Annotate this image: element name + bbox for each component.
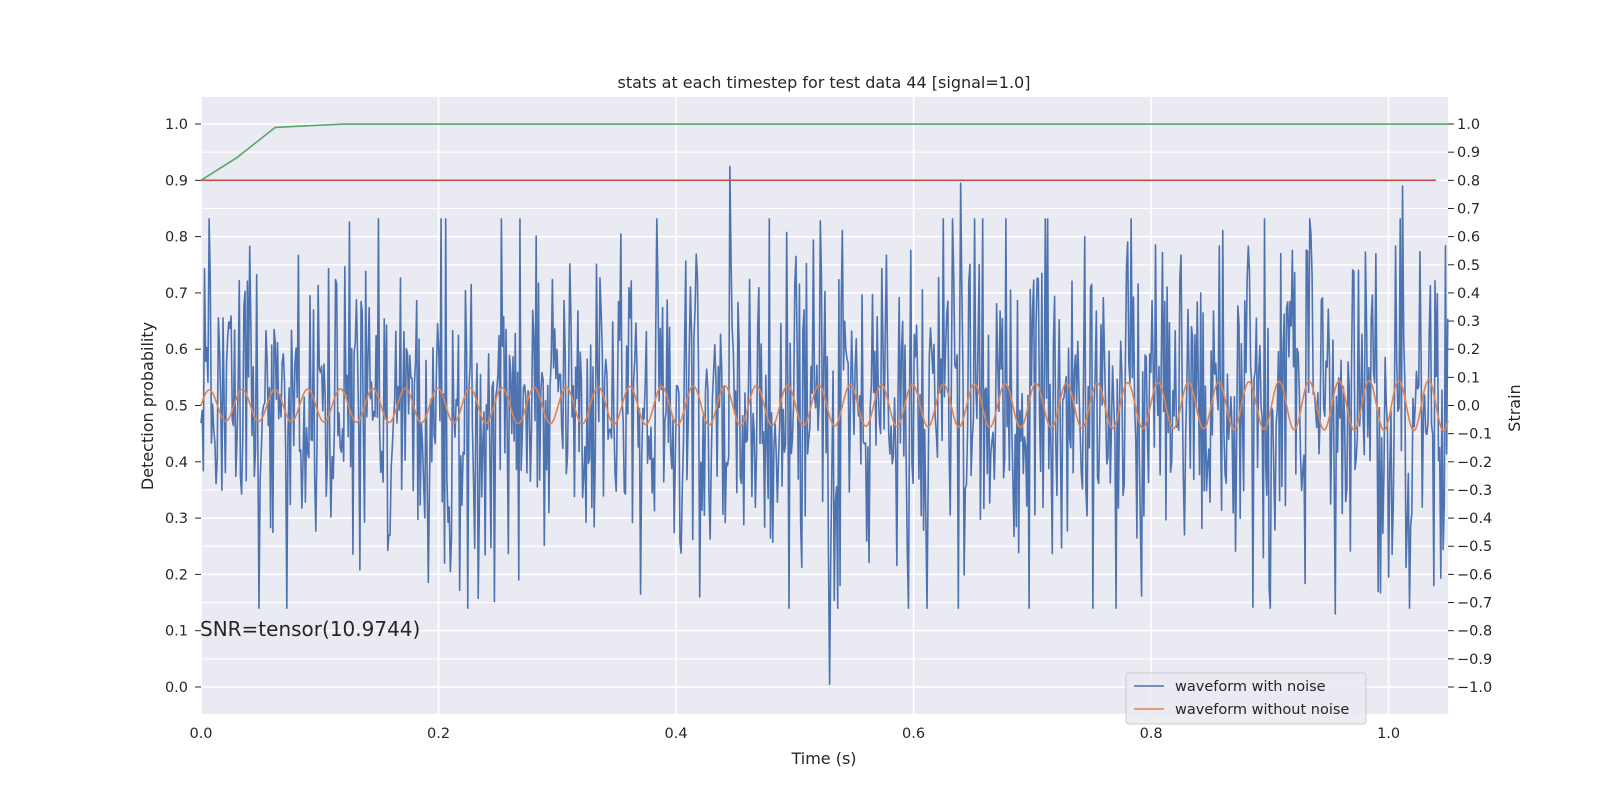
y-tick-label: 0.4	[165, 455, 188, 471]
snr-annotation: SNR=tensor(10.9744)	[200, 617, 420, 641]
y-right-tick-label: −0.2	[1457, 455, 1492, 471]
x-tick-label: 0.0	[189, 726, 212, 742]
y-tick-label: 0.0	[165, 680, 188, 696]
y-right-tick-label: 0.1	[1457, 370, 1480, 386]
y-tick-label: 0.1	[165, 624, 188, 640]
y-tick-label: 1.0	[165, 117, 188, 133]
x-tick-label: 0.8	[1140, 726, 1163, 742]
legend-label-waveform-without-noise: waveform without noise	[1175, 702, 1349, 718]
y-right-tick-label: −0.7	[1457, 596, 1492, 612]
y-tick-label: 0.2	[165, 567, 188, 583]
y-tick-label: 0.8	[165, 230, 188, 246]
x-tick-label: 1.0	[1377, 726, 1400, 742]
legend-label-waveform-with-noise: waveform with noise	[1175, 679, 1326, 695]
legend-box	[1125, 672, 1367, 725]
x-tick-label: 0.4	[665, 726, 688, 742]
y-right-tick-label: 0.5	[1457, 258, 1480, 274]
y-right-tick-label: 0.3	[1457, 314, 1480, 330]
waveform-with-noise-line	[200, 165, 1449, 685]
x-tick-label: 0.6	[902, 726, 925, 742]
y-right-tick-label: −0.5	[1457, 539, 1492, 555]
legend: waveform with noise waveform without noi…	[1125, 672, 1367, 725]
waveform-without-noise-line	[200, 379, 1449, 432]
right-y-axis-label: Strain	[1505, 384, 1524, 431]
y-right-tick-label: 0.0	[1457, 399, 1480, 415]
y-tick-label: 0.6	[165, 342, 188, 358]
x-tick-label: 0.2	[427, 726, 450, 742]
left-axis: 0.0 0.1 0.2 0.3 0.4 0.5 0.6 0.7 0.8 0.9 1.0	[165, 117, 201, 696]
y-right-tick-label: 1.0	[1457, 117, 1480, 133]
y-tick-label: 0.7	[165, 286, 188, 302]
y-right-tick-label: 0.4	[1457, 286, 1480, 302]
y-tick-label: 0.9	[165, 173, 188, 189]
y-right-tick-label: −0.9	[1457, 652, 1492, 668]
y-right-tick-label: 0.6	[1457, 230, 1480, 246]
plot-lines	[200, 123, 1449, 685]
y-tick-label: 0.3	[165, 511, 188, 527]
chart-title: stats at each timestep for test data 44 …	[618, 73, 1031, 92]
x-axis-label: Time (s)	[790, 749, 856, 768]
y-right-tick-label: 0.9	[1457, 145, 1480, 161]
y-tick-label: 0.5	[165, 399, 188, 415]
y-right-tick-label: 0.2	[1457, 342, 1480, 358]
y-right-tick-label: 0.7	[1457, 201, 1480, 217]
y-right-tick-label: −0.6	[1457, 567, 1492, 583]
detection-probability-line	[200, 123, 1448, 181]
y-right-tick-label: −0.1	[1457, 427, 1492, 443]
x-axis: 0.0 0.2 0.4 0.6 0.8 1.0	[189, 726, 1400, 742]
y-right-tick-label: −1.0	[1457, 680, 1492, 696]
right-axis: −1.0 −0.9 −0.8 −0.7 −0.6 −0.5 −0.4 −0.3 −0.2 −0.1…	[1448, 117, 1492, 696]
y-right-tick-label: 0.8	[1457, 173, 1480, 189]
y-axis-label: Detection probability	[138, 322, 157, 490]
y-right-tick-label: −0.8	[1457, 624, 1492, 640]
y-right-tick-label: −0.3	[1457, 483, 1492, 499]
y-right-tick-label: −0.4	[1457, 511, 1492, 527]
